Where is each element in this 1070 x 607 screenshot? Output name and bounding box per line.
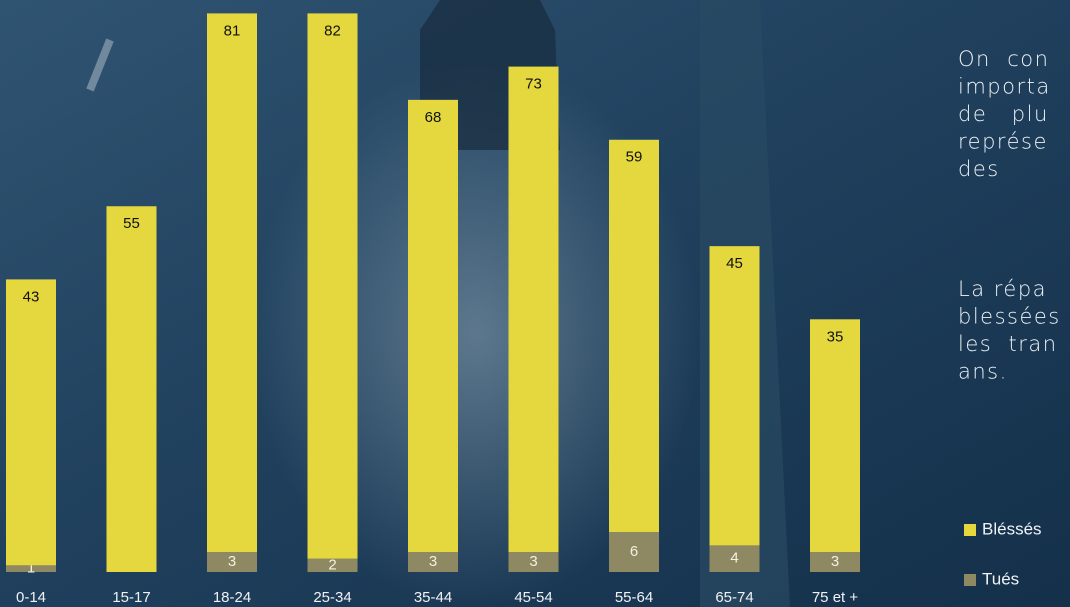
side-text-line: les tran: [958, 332, 1058, 356]
bar-segment: [609, 140, 659, 532]
side-text-line: représe: [958, 130, 1048, 154]
x-tick-label: 18-24: [213, 589, 251, 606]
value-label: 59: [626, 149, 643, 166]
value-label: 3: [228, 553, 236, 570]
value-label: 2: [328, 556, 336, 573]
legend-swatch: [964, 574, 976, 586]
value-label: 55: [123, 215, 140, 232]
side-text-line: blessées: [958, 305, 1061, 329]
value-label: 6: [630, 543, 638, 560]
side-text-line: importa: [958, 75, 1051, 99]
side-text-line: des: [958, 157, 1000, 181]
value-label: 3: [529, 553, 537, 570]
value-label: 35: [827, 328, 844, 345]
value-label: 73: [525, 76, 542, 93]
bar-segment: [308, 13, 358, 558]
bar-segment: [107, 206, 157, 572]
x-tick-label: 0-14: [16, 589, 46, 606]
side-text-line: On con: [958, 47, 1049, 71]
x-tick-label: 25-34: [313, 589, 351, 606]
value-label: 82: [324, 22, 341, 39]
x-tick-label: 65-74: [715, 589, 753, 606]
bar-segment: [207, 13, 257, 552]
bar-segment: [509, 67, 559, 552]
value-label: 3: [429, 553, 437, 570]
value-label: 45: [726, 255, 743, 272]
legend-label: Bléssés: [982, 519, 1042, 538]
value-label: 4: [730, 550, 738, 567]
x-tick-label: 55-64: [615, 589, 653, 606]
bar-segment: [6, 279, 56, 565]
side-text-line: La répa: [958, 277, 1047, 301]
value-label: 43: [23, 288, 40, 305]
x-tick-label: 35-44: [414, 589, 452, 606]
legend-label: Tués: [982, 569, 1019, 588]
bar-segment: [810, 319, 860, 552]
chart: On con importa de plu représe des La répa bles…: [0, 0, 1070, 607]
value-label: 3: [831, 553, 839, 570]
value-label: 81: [224, 22, 241, 39]
side-text-line: de plu: [958, 102, 1049, 126]
x-tick-label: 45-54: [514, 589, 552, 606]
bar-segment: [408, 100, 458, 552]
legend-swatch: [964, 524, 976, 536]
value-label: 68: [425, 109, 442, 126]
x-tick-label: 15-17: [112, 589, 150, 606]
x-tick-label: 75 et +: [812, 589, 859, 606]
side-text-line: ans.: [958, 360, 1008, 384]
bar-segment: [710, 246, 760, 545]
